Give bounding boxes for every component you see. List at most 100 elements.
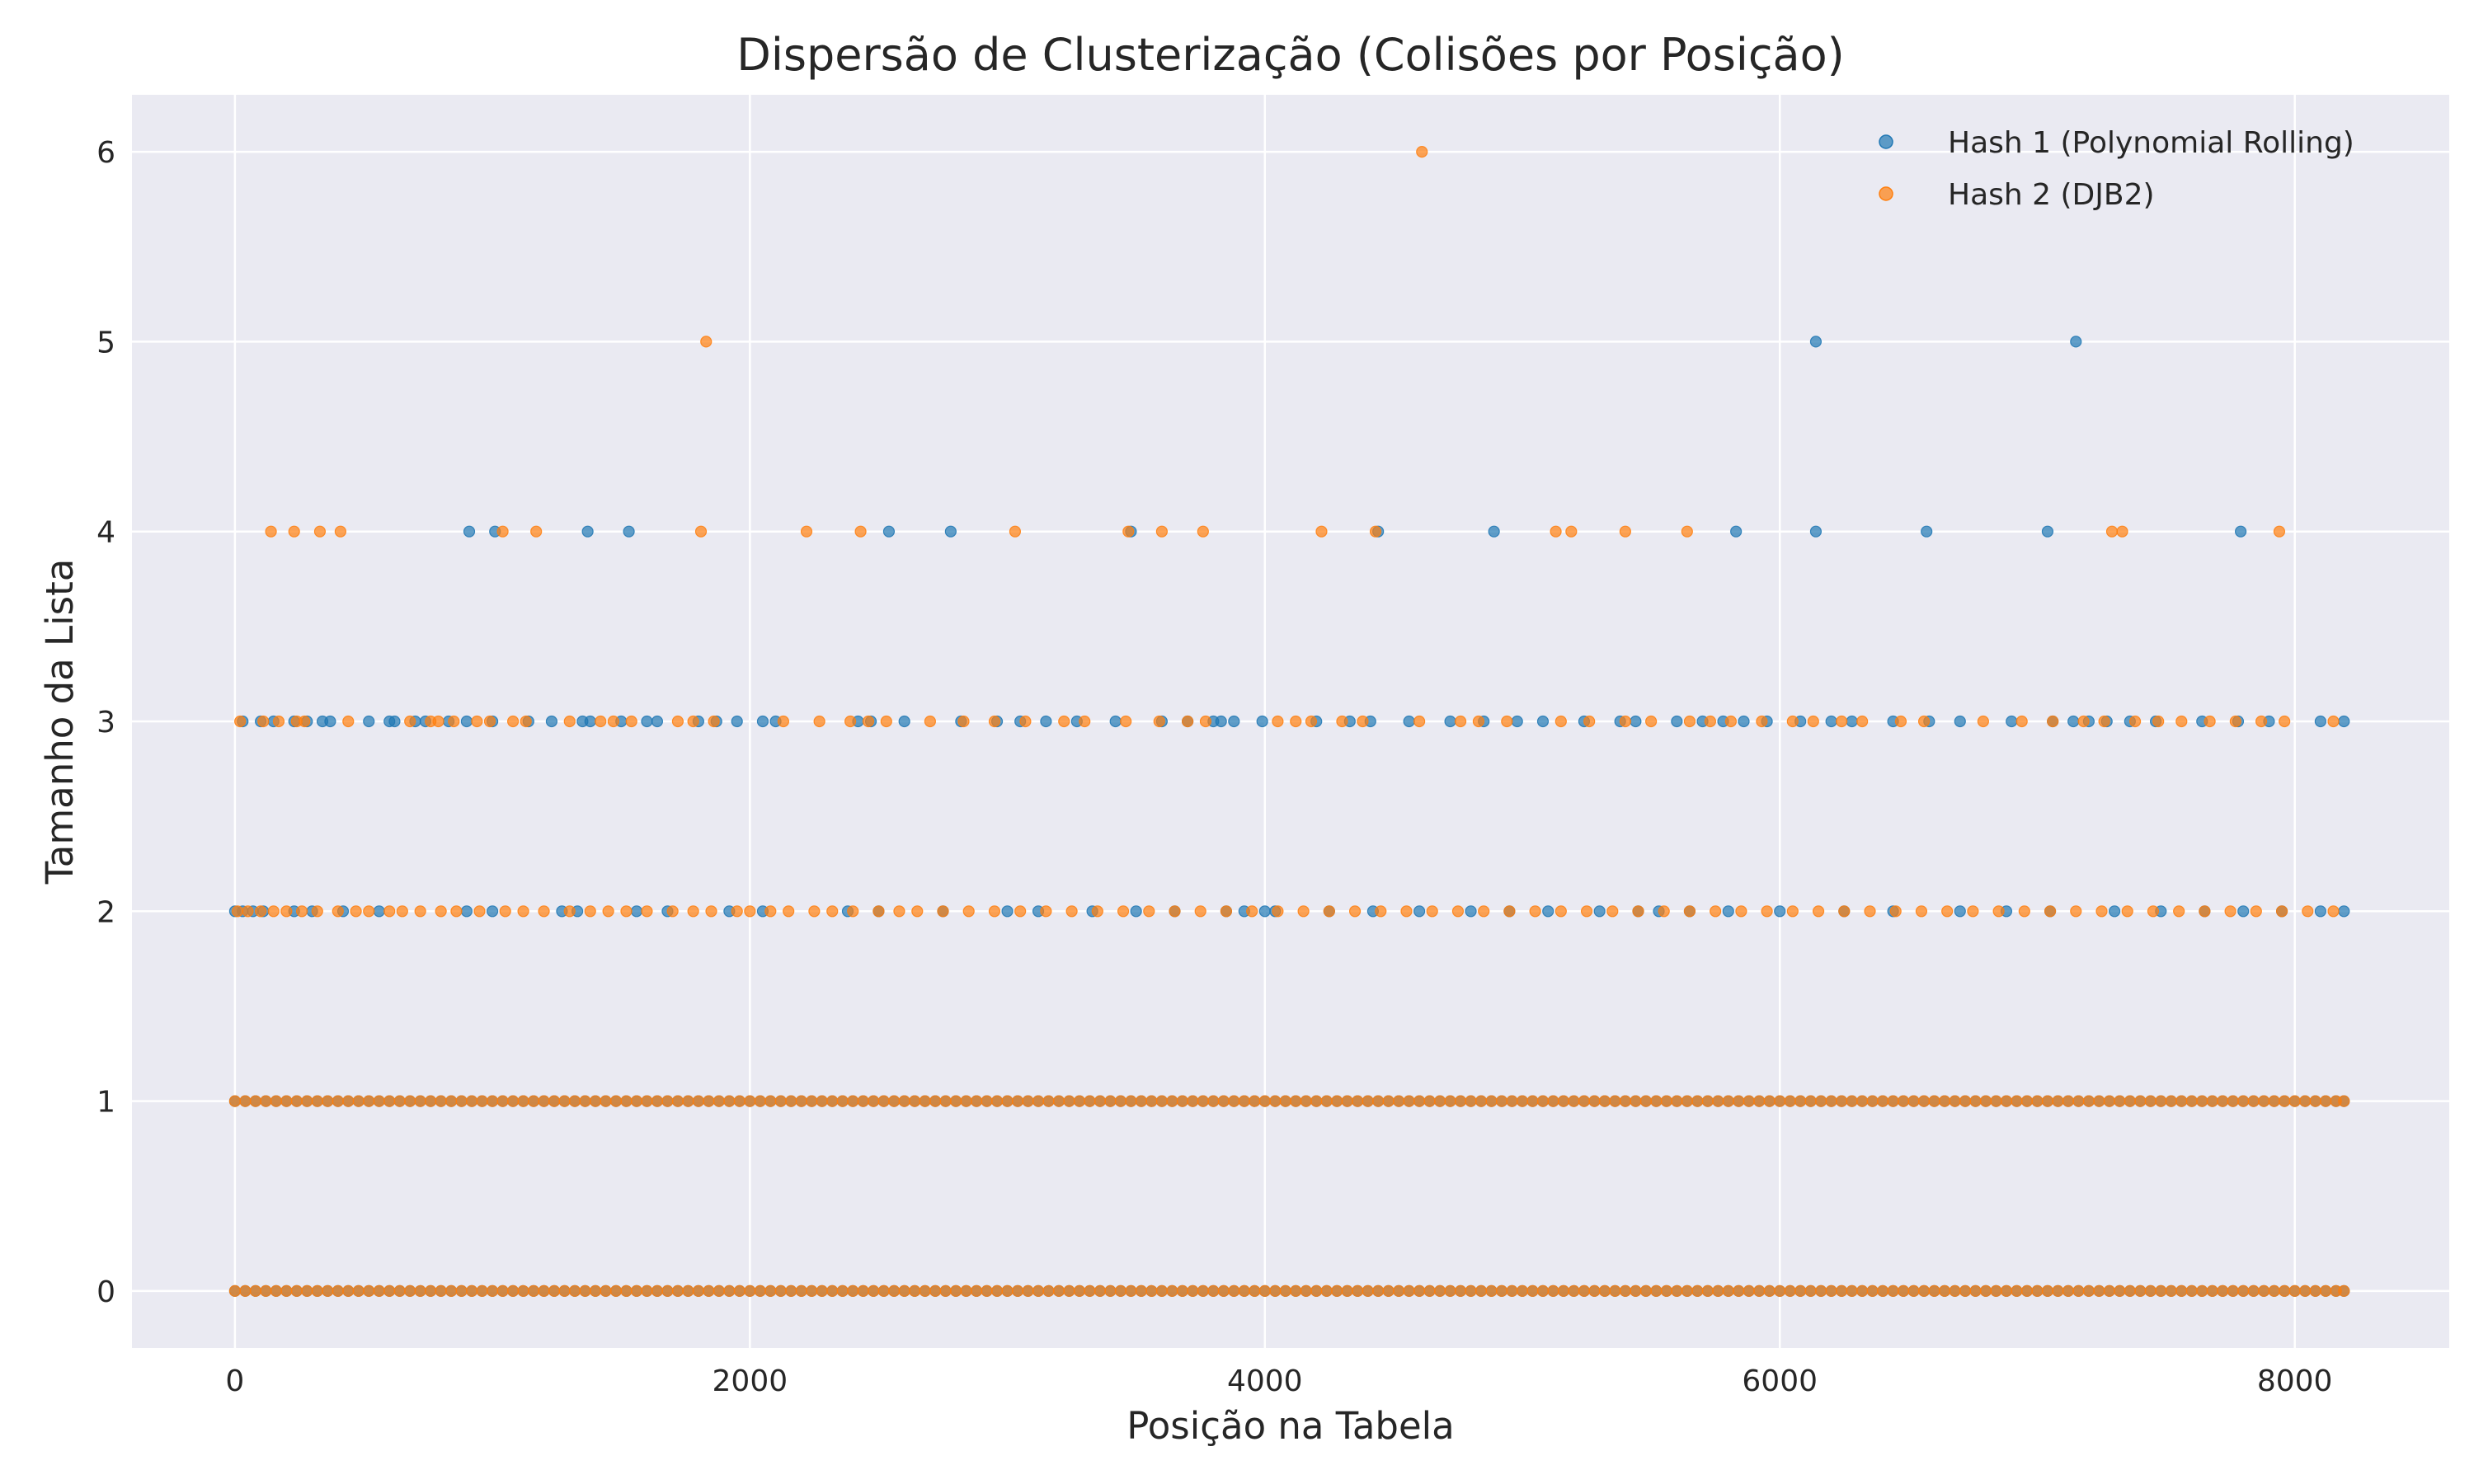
data-point	[1630, 1095, 1642, 1107]
data-point	[332, 1284, 344, 1298]
data-point	[517, 905, 529, 918]
data-point	[1949, 1095, 1961, 1107]
data-point	[1215, 715, 1227, 728]
data-point	[1836, 1284, 1848, 1298]
data-point	[1104, 1095, 1117, 1107]
data-point	[731, 905, 743, 918]
data-point	[785, 1095, 797, 1107]
data-point	[1001, 1095, 1014, 1107]
data-point	[1907, 1095, 1920, 1107]
data-point	[1310, 1284, 1323, 1298]
data-point	[1630, 1284, 1642, 1298]
data-point	[1856, 1095, 1869, 1107]
data-point	[666, 905, 679, 918]
data-point	[919, 1284, 931, 1298]
data-point	[1042, 1095, 1055, 1107]
data-point	[744, 905, 756, 918]
data-point	[630, 905, 643, 918]
data-point	[383, 905, 396, 918]
data-point	[990, 1284, 1004, 1298]
data-point	[2229, 715, 2241, 728]
data-point	[609, 1284, 623, 1298]
data-point	[2114, 1095, 2126, 1107]
data-point	[1954, 715, 1966, 728]
data-point	[1887, 1095, 1899, 1107]
data-point	[872, 905, 885, 918]
data-point	[2128, 715, 2142, 728]
data-point	[1207, 1284, 1220, 1298]
data-point	[1979, 1284, 1992, 1298]
data-point	[1488, 525, 1500, 538]
data-point	[813, 715, 825, 728]
data-point	[1542, 905, 1554, 918]
data-point	[970, 1284, 983, 1298]
data-point	[267, 905, 280, 918]
data-point	[239, 1095, 252, 1107]
data-point	[425, 1095, 437, 1107]
data-point	[620, 1284, 633, 1298]
data-point	[1416, 145, 1428, 158]
data-point	[2062, 1284, 2075, 1298]
legend-label-hash2: Hash 2 (DJB2)	[1948, 178, 2155, 212]
data-point	[2070, 905, 2082, 918]
data-point	[1815, 1284, 1827, 1298]
data-point	[432, 715, 444, 728]
data-point	[1290, 1284, 1302, 1298]
data-point	[756, 715, 769, 728]
data-point	[301, 1095, 313, 1107]
data-point	[1565, 525, 1578, 538]
data-point	[1712, 1284, 1724, 1298]
data-point	[1058, 715, 1070, 728]
data-point	[1691, 1095, 1704, 1107]
data-point	[1403, 1095, 1415, 1107]
data-point	[260, 1284, 272, 1298]
data-point	[460, 905, 473, 918]
data-point	[517, 1284, 529, 1298]
data-point	[1305, 715, 1318, 728]
data-point	[877, 1284, 890, 1298]
data-point	[2185, 1284, 2198, 1298]
data-point	[816, 1095, 828, 1107]
data-point	[1812, 905, 1825, 918]
data-point	[2093, 1095, 2105, 1107]
data-point	[1568, 1284, 1580, 1298]
data-point	[1804, 1284, 1817, 1298]
data-point	[1536, 1095, 1550, 1107]
data-point	[1052, 1095, 1065, 1107]
data-point	[836, 1284, 849, 1298]
data-point	[1272, 715, 1284, 728]
data-point	[2237, 1284, 2250, 1298]
data-point	[1336, 715, 1348, 728]
data-point	[2320, 1095, 2332, 1107]
data-point	[1372, 1095, 1385, 1107]
data-point	[2268, 1284, 2280, 1298]
data-point	[651, 715, 664, 728]
data-point	[1341, 1095, 1353, 1107]
data-point	[862, 715, 875, 728]
y-tick-label: 0	[96, 1275, 115, 1309]
data-point	[1032, 1284, 1045, 1298]
data-point	[2031, 1284, 2044, 1298]
data-point	[414, 905, 426, 918]
data-point	[249, 1095, 261, 1107]
data-point	[1856, 715, 1869, 728]
data-point	[2199, 905, 2211, 918]
data-point	[1774, 905, 1786, 918]
data-point	[1320, 1284, 1333, 1298]
data-point	[487, 905, 499, 918]
data-point	[1433, 1284, 1446, 1298]
y-tick-label: 1	[96, 1086, 115, 1120]
data-point	[687, 715, 699, 728]
data-point	[1091, 905, 1103, 918]
data-point	[249, 1284, 261, 1298]
data-point	[1639, 1095, 1652, 1107]
data-point	[1588, 1095, 1601, 1107]
data-point	[1279, 1284, 1291, 1298]
data-point	[651, 1284, 664, 1298]
data-point	[1554, 715, 1567, 728]
data-point	[1256, 715, 1268, 728]
data-point	[1836, 715, 1848, 728]
data-point	[1315, 525, 1328, 538]
data-point	[723, 1095, 736, 1107]
data-point	[2206, 1095, 2218, 1107]
